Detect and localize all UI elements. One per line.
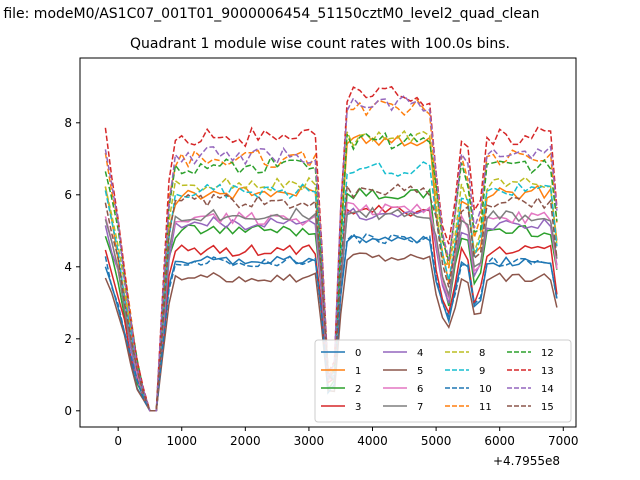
legend-label-0: 0 <box>355 348 361 359</box>
series-line-10 <box>104 232 558 412</box>
legend-label-3: 3 <box>355 402 361 413</box>
legend-label-14: 14 <box>541 384 554 395</box>
series-line-14 <box>104 94 558 412</box>
x-tick-label: 3000 <box>294 434 325 448</box>
x-tick-label: 0 <box>114 434 122 448</box>
legend-label-4: 4 <box>417 348 423 359</box>
x-tick-label: 4000 <box>357 434 388 448</box>
y-tick-label: 4 <box>64 260 72 274</box>
legend-label-1: 1 <box>355 366 361 377</box>
file-suptitle: n file: modeM0/AS1C07_001T01_9000006454_… <box>0 6 540 22</box>
legend-box <box>314 339 572 423</box>
y-tick-label: 2 <box>64 332 72 346</box>
legend-label-7: 7 <box>417 402 423 413</box>
legend-label-13: 13 <box>541 366 554 377</box>
legend-label-12: 12 <box>541 348 554 359</box>
series-line-9 <box>104 161 558 412</box>
chart-title: Quadrant 1 module wise count rates with … <box>130 36 510 52</box>
x-offset-label: +4.7955e8 <box>493 454 560 468</box>
legend-label-15: 15 <box>541 402 554 413</box>
series-line-12 <box>104 131 558 412</box>
y-tick-label: 0 <box>64 404 72 418</box>
legend-label-8: 8 <box>479 348 485 359</box>
x-tick-label: 6000 <box>484 434 515 448</box>
y-tick-label: 8 <box>64 116 72 130</box>
legend-label-6: 6 <box>417 384 423 395</box>
x-tick-label: 7000 <box>548 434 579 448</box>
x-tick-label: 1000 <box>166 434 197 448</box>
legend-label-5: 5 <box>417 366 423 377</box>
y-tick-label: 6 <box>64 188 72 202</box>
x-tick-label: 5000 <box>421 434 452 448</box>
legend-label-11: 11 <box>479 402 492 413</box>
x-tick-label: 2000 <box>230 434 261 448</box>
legend-label-9: 9 <box>479 366 485 377</box>
legend-label-2: 2 <box>355 384 361 395</box>
legend-label-10: 10 <box>479 384 492 395</box>
